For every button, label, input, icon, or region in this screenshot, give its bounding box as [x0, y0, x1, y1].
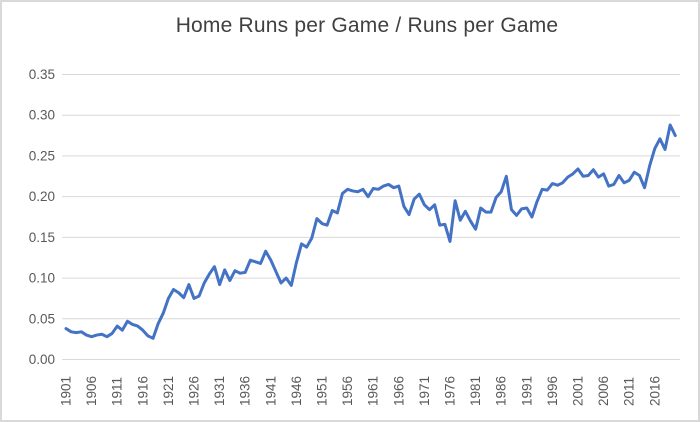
x-tick-label: 1916 — [135, 376, 150, 406]
x-tick-label: 1911 — [110, 377, 125, 406]
x-tick-label: 1976 — [443, 376, 458, 406]
x-tick-label: 1901 — [59, 376, 74, 406]
y-tick-label: 0.35 — [29, 67, 55, 82]
x-tick-label: 1951 — [315, 376, 330, 406]
x-tick-label: 1971 — [417, 376, 432, 406]
x-tick-label: 1931 — [212, 376, 227, 406]
y-tick-label: 0.25 — [29, 148, 55, 163]
x-tick-label: 1936 — [238, 376, 253, 406]
x-tick-label: 1986 — [494, 376, 509, 406]
x-tick-label: 1996 — [545, 376, 560, 406]
y-tick-label: 0.00 — [29, 352, 55, 367]
x-tick-label: 1991 — [519, 376, 534, 406]
x-tick-label: 1981 — [468, 376, 483, 406]
x-tick-label: 2001 — [571, 376, 586, 406]
y-tick-label: 0.30 — [29, 108, 55, 123]
y-tick-label: 0.20 — [29, 189, 55, 204]
y-tick-label: 0.10 — [29, 271, 55, 286]
x-tick-label: 1961 — [366, 376, 381, 406]
x-tick-label: 1921 — [161, 376, 176, 406]
x-tick-label: 1966 — [391, 376, 406, 406]
x-tick-label: 2016 — [647, 376, 662, 406]
x-tick-label: 1946 — [289, 376, 304, 406]
x-tick-label: 1956 — [340, 376, 355, 406]
data-series-line — [64, 123, 677, 340]
y-tick-label: 0.15 — [29, 230, 55, 245]
x-tick-label: 1941 — [263, 376, 278, 406]
y-tick-label: 0.05 — [29, 311, 55, 326]
x-tick-label: 1906 — [84, 376, 99, 406]
x-tick-label: 1926 — [187, 376, 202, 406]
x-tick-label: 2011 — [622, 377, 637, 406]
x-tick-label: 2006 — [596, 376, 611, 406]
